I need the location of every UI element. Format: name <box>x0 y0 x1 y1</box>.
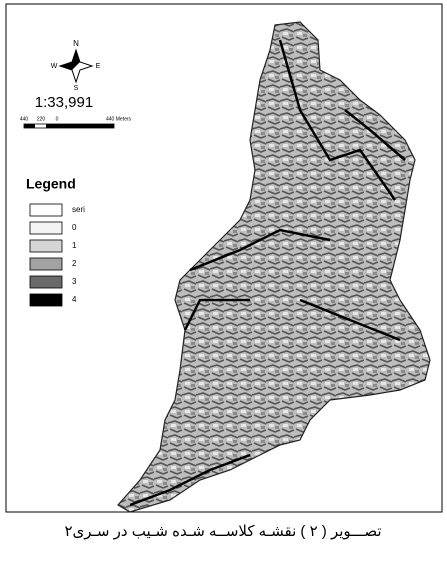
legend-label: 4 <box>72 295 77 304</box>
scale-label: 440 <box>20 116 29 122</box>
scale-label: 440 Meters <box>106 116 132 122</box>
legend-label: 0 <box>72 223 77 232</box>
legend-swatch <box>30 240 62 252</box>
legend-swatch <box>30 258 62 270</box>
page: N W E S 1:33,991 440 220 0 440 Meters Le… <box>0 0 447 563</box>
legend-swatch <box>30 204 62 216</box>
scale-ratio: 1:33,991 <box>35 94 93 111</box>
legend-label: 1 <box>72 241 77 250</box>
legend-label: 3 <box>72 277 77 286</box>
compass-s: S <box>74 85 79 92</box>
compass-n: N <box>73 39 79 48</box>
legend-title: Legend <box>26 176 76 192</box>
legend-label: seri <box>72 205 85 214</box>
map-figure: N W E S 1:33,991 440 220 0 440 Meters Le… <box>0 0 447 563</box>
legend-swatch <box>30 222 62 234</box>
scale-label: 220 <box>37 116 46 122</box>
legend-label: 2 <box>72 259 77 268</box>
legend-swatch <box>30 294 62 306</box>
compass-e: E <box>96 63 101 70</box>
scale-label: 0 <box>56 116 59 122</box>
legend-swatch <box>30 276 62 288</box>
compass-w: W <box>51 63 58 70</box>
caption: تصـــویر ( ۲ ) نقشـه کلاســه شـده شـیب د… <box>64 523 381 540</box>
